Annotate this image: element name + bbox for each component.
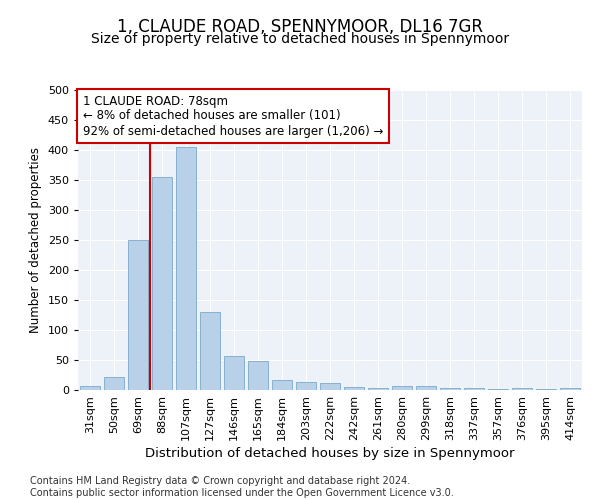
Bar — [344, 387, 364, 390]
Text: Size of property relative to detached houses in Spennymoor: Size of property relative to detached ho… — [91, 32, 509, 46]
Bar — [512, 388, 532, 390]
Bar — [176, 147, 196, 390]
Bar — [224, 356, 244, 390]
Bar — [296, 382, 316, 390]
Bar — [464, 388, 484, 390]
Bar — [368, 388, 388, 390]
Text: 1, CLAUDE ROAD, SPENNYMOOR, DL16 7GR: 1, CLAUDE ROAD, SPENNYMOOR, DL16 7GR — [117, 18, 483, 36]
X-axis label: Distribution of detached houses by size in Spennymoor: Distribution of detached houses by size … — [145, 447, 515, 460]
Text: 1 CLAUDE ROAD: 78sqm
← 8% of detached houses are smaller (101)
92% of semi-detac: 1 CLAUDE ROAD: 78sqm ← 8% of detached ho… — [83, 94, 383, 138]
Bar — [248, 361, 268, 390]
Bar — [200, 312, 220, 390]
Bar — [272, 380, 292, 390]
Bar — [560, 388, 580, 390]
Text: Contains HM Land Registry data © Crown copyright and database right 2024.
Contai: Contains HM Land Registry data © Crown c… — [30, 476, 454, 498]
Bar — [128, 240, 148, 390]
Bar — [320, 383, 340, 390]
Bar — [440, 388, 460, 390]
Bar — [104, 377, 124, 390]
Y-axis label: Number of detached properties: Number of detached properties — [29, 147, 42, 333]
Bar — [80, 386, 100, 390]
Bar — [152, 177, 172, 390]
Bar — [392, 386, 412, 390]
Bar — [416, 386, 436, 390]
